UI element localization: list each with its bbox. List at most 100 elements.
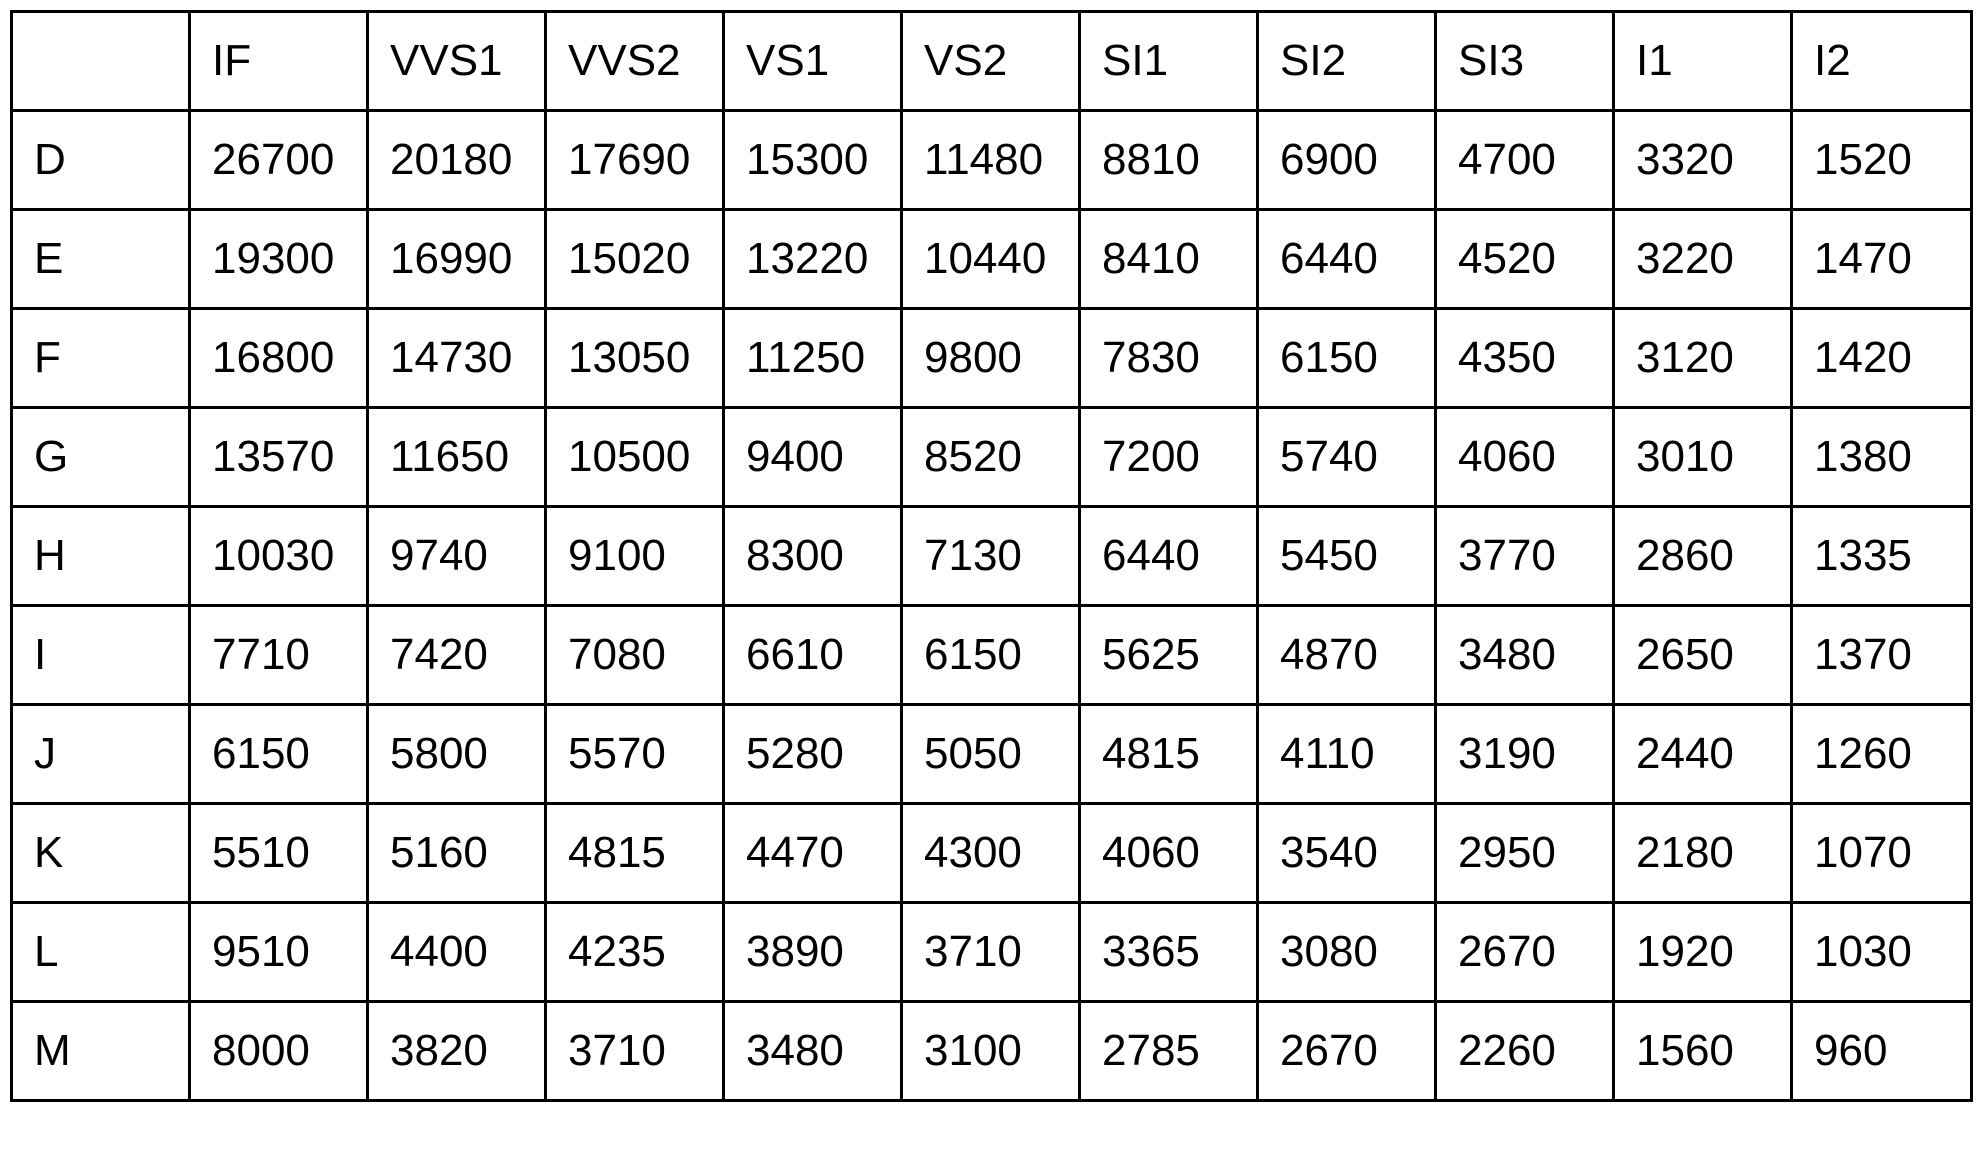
table-cell: 6900 (1256, 109, 1437, 211)
table-cell: 1370 (1790, 604, 1973, 706)
table-cell: 11480 (900, 109, 1081, 211)
table-cell: 16800 (188, 307, 369, 409)
table-cell: 3710 (900, 901, 1081, 1003)
table-row: F 16800 14730 13050 11250 9800 7830 6150 4350 312… (10, 307, 1973, 409)
table-cell: 3320 (1612, 109, 1793, 211)
table-cell: 17690 (544, 109, 725, 211)
table-cell: 3540 (1256, 802, 1437, 904)
table-cell: 1335 (1790, 505, 1973, 607)
table-cell: 9740 (366, 505, 547, 607)
table-cell: 6440 (1078, 505, 1259, 607)
table-cell: 5280 (722, 703, 903, 805)
table-cell: 5625 (1078, 604, 1259, 706)
row-header-cell: L (10, 901, 191, 1003)
column-header-vvs2: VVS2 (544, 10, 725, 112)
column-header-si1: SI1 (1078, 10, 1259, 112)
table-cell: 4235 (544, 901, 725, 1003)
table-cell: 11250 (722, 307, 903, 409)
table-cell: 6150 (900, 604, 1081, 706)
table-cell: 6150 (1256, 307, 1437, 409)
table-cell: 19300 (188, 208, 369, 310)
table-cell: 2650 (1612, 604, 1793, 706)
price-table-container: IF VVS1 VVS2 VS1 VS2 SI1 SI2 SI3 I1 I2 D 26700 20180… (10, 10, 1973, 1102)
table-row: L 9510 4400 4235 3890 3710 3365 3080 2670 1920 103… (10, 901, 1973, 1003)
row-header-cell: D (10, 109, 191, 211)
table-cell: 5450 (1256, 505, 1437, 607)
table-cell: 3710 (544, 1000, 725, 1102)
table-cell: 4470 (722, 802, 903, 904)
table-cell: 10440 (900, 208, 1081, 310)
table-cell: 26700 (188, 109, 369, 211)
table-cell: 4400 (366, 901, 547, 1003)
table-cell: 10500 (544, 406, 725, 508)
table-cell: 2950 (1434, 802, 1615, 904)
table-row: H 10030 9740 9100 8300 7130 6440 5450 3770 2860 13… (10, 505, 1973, 607)
table-cell: 2670 (1256, 1000, 1437, 1102)
table-cell: 9510 (188, 901, 369, 1003)
table-cell: 16990 (366, 208, 547, 310)
table-cell: 1420 (1790, 307, 1973, 409)
table-body: IF VVS1 VVS2 VS1 VS2 SI1 SI2 SI3 I1 I2 D 26700 20180… (10, 10, 1973, 1102)
table-cell: 13570 (188, 406, 369, 508)
table-cell: 15020 (544, 208, 725, 310)
table-cell: 3480 (722, 1000, 903, 1102)
table-cell: 11650 (366, 406, 547, 508)
row-header-cell: E (10, 208, 191, 310)
table-row: K 5510 5160 4815 4470 4300 4060 3540 2950 2180 107… (10, 802, 1973, 904)
table-cell: 1520 (1790, 109, 1973, 211)
table-cell: 4700 (1434, 109, 1615, 211)
table-cell: 1560 (1612, 1000, 1793, 1102)
table-row: M 8000 3820 3710 3480 3100 2785 2670 2260 1560 960 (10, 1000, 1973, 1102)
table-cell: 6610 (722, 604, 903, 706)
column-header-vs1: VS1 (722, 10, 903, 112)
table-cell: 1470 (1790, 208, 1973, 310)
row-header-cell: J (10, 703, 191, 805)
table-cell: 2260 (1434, 1000, 1615, 1102)
table-row: G 13570 11650 10500 9400 8520 7200 5740 4060 3010… (10, 406, 1973, 508)
row-header-cell: H (10, 505, 191, 607)
table-cell: 1070 (1790, 802, 1973, 904)
table-cell: 8520 (900, 406, 1081, 508)
table-cell: 4815 (1078, 703, 1259, 805)
row-header-cell: M (10, 1000, 191, 1102)
table-cell: 13050 (544, 307, 725, 409)
table-cell: 3365 (1078, 901, 1259, 1003)
table-cell: 9100 (544, 505, 725, 607)
table-cell: 4110 (1256, 703, 1437, 805)
table-cell: 1920 (1612, 901, 1793, 1003)
corner-cell (10, 10, 191, 112)
table-cell: 8410 (1078, 208, 1259, 310)
row-header-cell: K (10, 802, 191, 904)
table-cell: 4350 (1434, 307, 1615, 409)
table-cell: 6440 (1256, 208, 1437, 310)
row-header-cell: I (10, 604, 191, 706)
table-cell: 9400 (722, 406, 903, 508)
table-cell: 5740 (1256, 406, 1437, 508)
price-table: IF VVS1 VVS2 VS1 VS2 SI1 SI2 SI3 I1 I2 D 26700 20180… (10, 10, 1973, 1102)
table-cell: 6150 (188, 703, 369, 805)
table-cell: 4870 (1256, 604, 1437, 706)
column-header-si3: SI3 (1434, 10, 1615, 112)
column-header-i1: I1 (1612, 10, 1793, 112)
table-cell: 7420 (366, 604, 547, 706)
table-cell: 14730 (366, 307, 547, 409)
table-cell: 3190 (1434, 703, 1615, 805)
table-cell: 13220 (722, 208, 903, 310)
table-cell: 7830 (1078, 307, 1259, 409)
table-cell: 3220 (1612, 208, 1793, 310)
table-cell: 3890 (722, 901, 903, 1003)
table-cell: 3480 (1434, 604, 1615, 706)
table-cell: 3010 (1612, 406, 1793, 508)
column-header-i2: I2 (1790, 10, 1973, 112)
table-row: D 26700 20180 17690 15300 11480 8810 6900 4700 33… (10, 109, 1973, 211)
column-header-if: IF (188, 10, 369, 112)
table-cell: 20180 (366, 109, 547, 211)
table-row: I 7710 7420 7080 6610 6150 5625 4870 3480 2650 137… (10, 604, 1973, 706)
table-cell: 960 (1790, 1000, 1973, 1102)
table-cell: 3820 (366, 1000, 547, 1102)
table-cell: 3120 (1612, 307, 1793, 409)
table-cell: 9800 (900, 307, 1081, 409)
table-cell: 1380 (1790, 406, 1973, 508)
table-cell: 1030 (1790, 901, 1973, 1003)
table-cell: 8000 (188, 1000, 369, 1102)
